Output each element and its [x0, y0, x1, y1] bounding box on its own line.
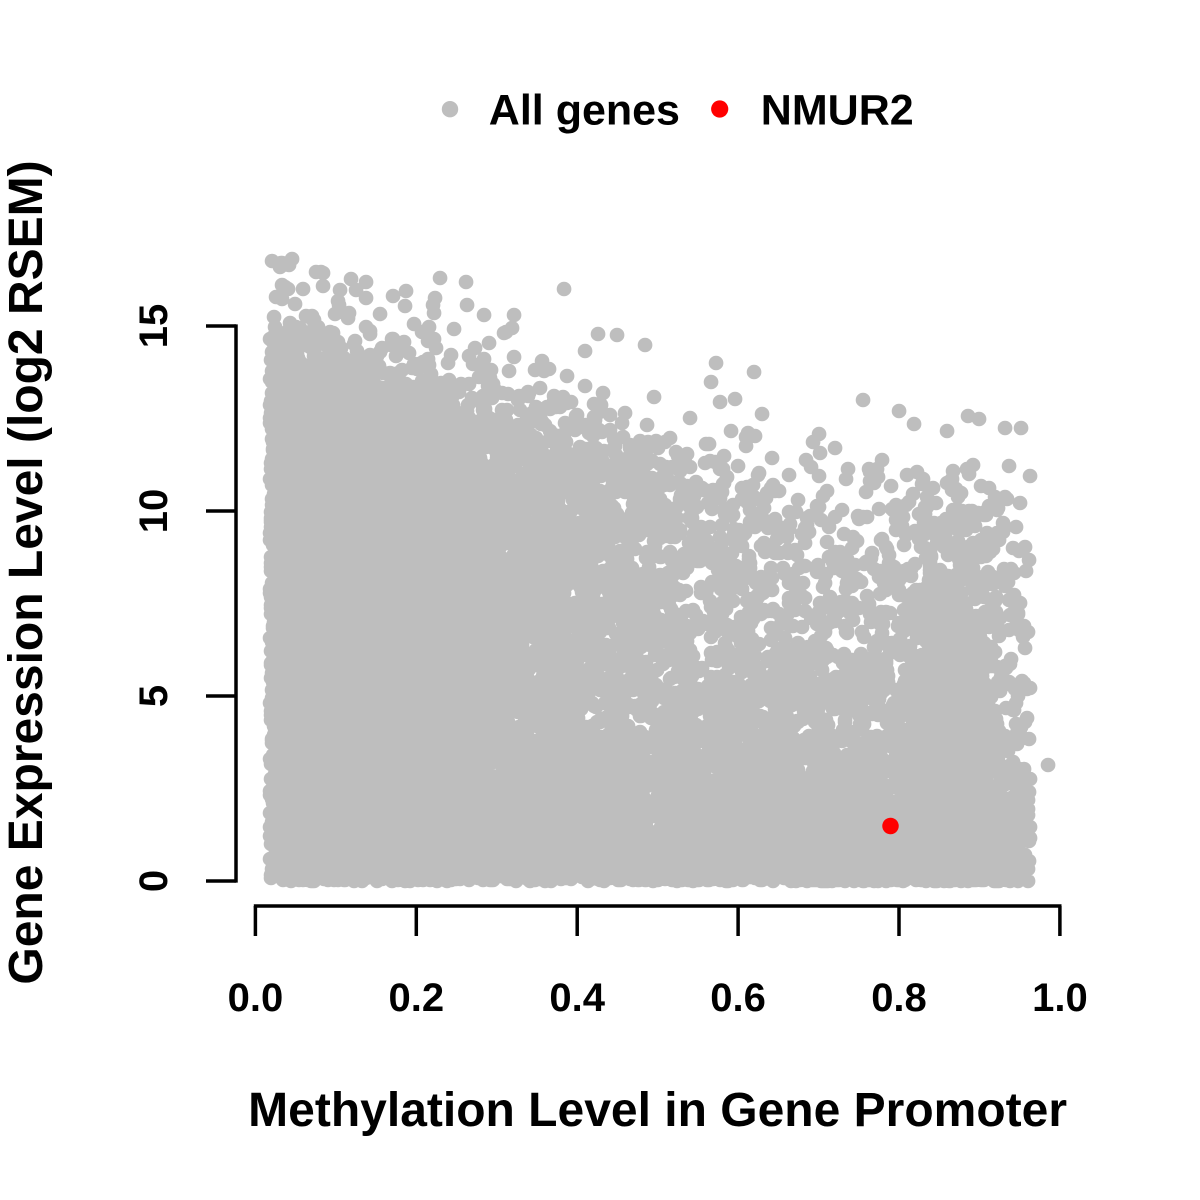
- svg-text:10: 10: [132, 489, 176, 534]
- svg-text:NMUR2: NMUR2: [761, 87, 914, 135]
- svg-text:0.8: 0.8: [871, 976, 927, 1020]
- svg-text:15: 15: [132, 304, 176, 349]
- svg-text:0: 0: [132, 870, 176, 892]
- svg-text:0.0: 0.0: [228, 976, 284, 1020]
- svg-text:0.2: 0.2: [388, 976, 444, 1020]
- svg-text:Gene Expression Level (log2 RS: Gene Expression Level (log2 RSEM): [0, 160, 53, 984]
- svg-text:5: 5: [132, 685, 176, 707]
- svg-text:1.0: 1.0: [1032, 976, 1088, 1020]
- svg-text:0.4: 0.4: [549, 976, 605, 1020]
- svg-text:Methylation Level in Gene Prom: Methylation Level in Gene Promoter: [248, 1084, 1067, 1137]
- svg-text:All genes: All genes: [489, 87, 680, 135]
- svg-text:0.6: 0.6: [710, 976, 766, 1020]
